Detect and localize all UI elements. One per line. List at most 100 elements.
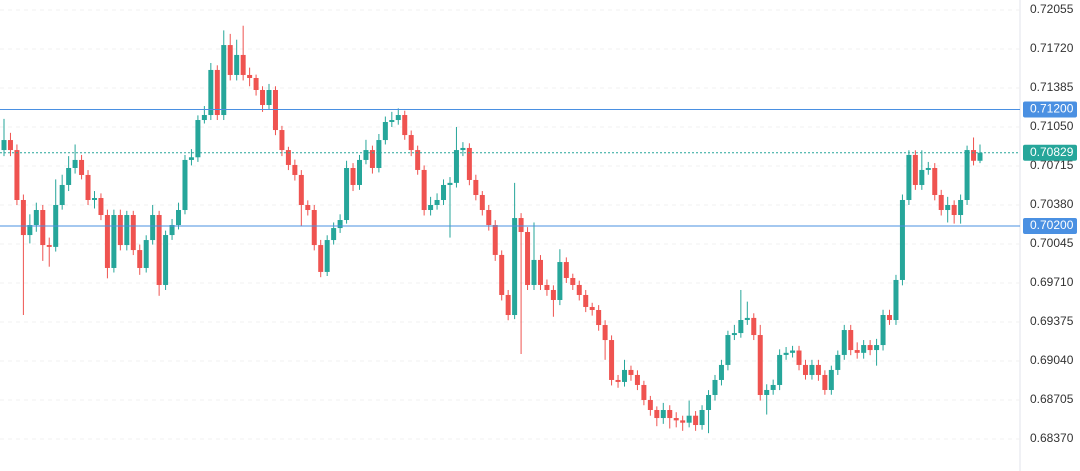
candle-body — [867, 345, 873, 351]
candle-body — [169, 225, 175, 236]
candle-body — [421, 169, 427, 211]
candle-body — [14, 150, 20, 200]
candle-body — [815, 364, 821, 375]
candle-body — [738, 320, 744, 334]
candle-body — [285, 150, 291, 165]
candle-body — [195, 120, 201, 158]
candle-body — [751, 317, 757, 336]
candle-body — [46, 245, 52, 247]
candle-body — [318, 245, 324, 272]
candle-body — [124, 215, 130, 246]
candle-body — [143, 240, 149, 268]
candle-body — [731, 333, 737, 336]
candle-body — [356, 159, 362, 185]
candle-body — [828, 369, 834, 390]
candle-body — [240, 54, 246, 75]
candles — [1, 25, 983, 434]
candle-body — [369, 150, 375, 168]
candle-body — [176, 210, 182, 226]
candle-body — [279, 130, 285, 151]
candle-body — [544, 284, 550, 290]
y-tick-label: 0.71720 — [1030, 41, 1074, 55]
candle-body — [744, 317, 750, 321]
candle-body — [337, 220, 343, 229]
candle-body — [725, 335, 731, 365]
candle-body — [117, 215, 123, 246]
candle-body — [441, 184, 447, 200]
candle-body — [887, 315, 893, 321]
candle-body — [706, 394, 712, 411]
candle-body — [537, 259, 543, 285]
candle-body — [699, 410, 705, 426]
candle-body — [59, 184, 65, 206]
candle-body — [770, 384, 776, 390]
candle-body — [563, 262, 569, 278]
candle-body — [512, 218, 518, 316]
candle-body — [945, 205, 951, 211]
candle-body — [376, 140, 382, 168]
candle-body — [919, 169, 925, 185]
candle-body — [402, 115, 408, 136]
candle-body — [680, 420, 686, 423]
candle-body — [227, 45, 233, 75]
candle-body — [596, 310, 602, 326]
candle-body — [201, 115, 207, 121]
price-tag-label: 0.71200 — [1030, 102, 1074, 116]
candle-body — [292, 164, 298, 175]
candle-body — [531, 259, 537, 285]
candle-body — [447, 182, 453, 185]
candle-body — [40, 210, 46, 246]
candle-body — [460, 147, 466, 151]
price-tag — [1023, 101, 1077, 118]
candle-body — [880, 315, 886, 346]
price-tag — [1023, 144, 1077, 161]
candle-body — [583, 294, 589, 307]
candle-body — [486, 210, 492, 226]
y-tick-label: 0.68705 — [1030, 392, 1074, 406]
candle-body — [958, 199, 964, 216]
candle-body — [570, 277, 576, 285]
y-tick-label: 0.70380 — [1030, 197, 1074, 211]
candle-body — [854, 350, 860, 353]
candle-body — [518, 218, 524, 233]
y-tick-label: 0.71385 — [1030, 80, 1074, 94]
candle-body — [660, 410, 666, 419]
candle-body — [466, 147, 472, 180]
candle-body — [66, 167, 72, 185]
candle-body — [641, 384, 647, 400]
candle-body — [647, 399, 653, 411]
candle-body — [79, 159, 85, 175]
candle-body — [951, 205, 957, 216]
candle-body — [615, 379, 621, 382]
candle-body — [550, 289, 556, 300]
candle-body — [667, 410, 673, 419]
candle-body — [634, 374, 640, 385]
candle-body — [253, 77, 259, 90]
candle-body — [932, 167, 938, 195]
candle-body — [305, 205, 311, 211]
candle-body — [389, 120, 395, 122]
candle-body — [260, 89, 266, 106]
candle-body — [111, 215, 117, 268]
overlays: 0.71200 0.70200 0.70829 — [0, 101, 1077, 234]
candle-body — [802, 364, 808, 375]
candle-body — [757, 335, 763, 395]
candle-body — [589, 306, 595, 311]
candle-body — [525, 232, 531, 285]
candle-body — [841, 330, 847, 355]
candle-body — [324, 240, 330, 272]
candle-body — [85, 174, 91, 200]
candle-body — [654, 410, 660, 419]
price-tag — [1023, 217, 1077, 234]
candle-body — [492, 225, 498, 255]
y-tick-label: 0.70715 — [1030, 158, 1074, 172]
candle-body — [602, 325, 608, 341]
candle-body — [796, 350, 802, 365]
candle-body — [208, 69, 214, 116]
candle-body — [33, 210, 39, 226]
candle-body — [382, 121, 388, 141]
candle-body — [163, 235, 169, 285]
candle-body — [912, 154, 918, 185]
candle-body — [925, 167, 931, 170]
candle-body — [234, 54, 240, 75]
